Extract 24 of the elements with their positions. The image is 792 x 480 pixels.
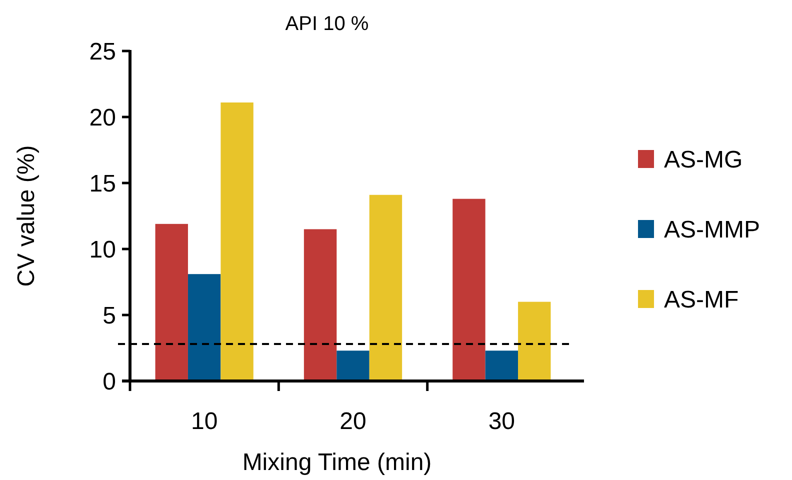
bar [518, 302, 551, 381]
bar [485, 350, 518, 381]
bar [304, 229, 337, 381]
y-tick-label: 0 [102, 368, 116, 396]
x-tick-label: 30 [488, 408, 516, 435]
x-tick-label: 20 [340, 408, 366, 435]
bar [336, 350, 370, 381]
x-tick-label: 10 [190, 408, 218, 435]
y-tick-label: 5 [102, 302, 116, 330]
bar [188, 274, 221, 381]
x-axis-title: Mixing Time (min) [242, 449, 432, 476]
bar [220, 102, 254, 381]
y-tick-label: 15 [89, 170, 116, 198]
y-tick-label: 10 [89, 236, 116, 264]
y-tick-label: 20 [89, 104, 116, 132]
chart-title: API 10 % [285, 13, 369, 35]
y-axis-title: CV value (%) [13, 145, 40, 287]
bar [369, 194, 402, 381]
legend-label: AS-MMP [664, 216, 760, 244]
legend-label: AS-MF [664, 286, 739, 314]
bar [155, 224, 188, 381]
legend-label: AS-MG [664, 146, 743, 174]
y-tick-label: 25 [89, 38, 116, 66]
bar [452, 198, 486, 381]
